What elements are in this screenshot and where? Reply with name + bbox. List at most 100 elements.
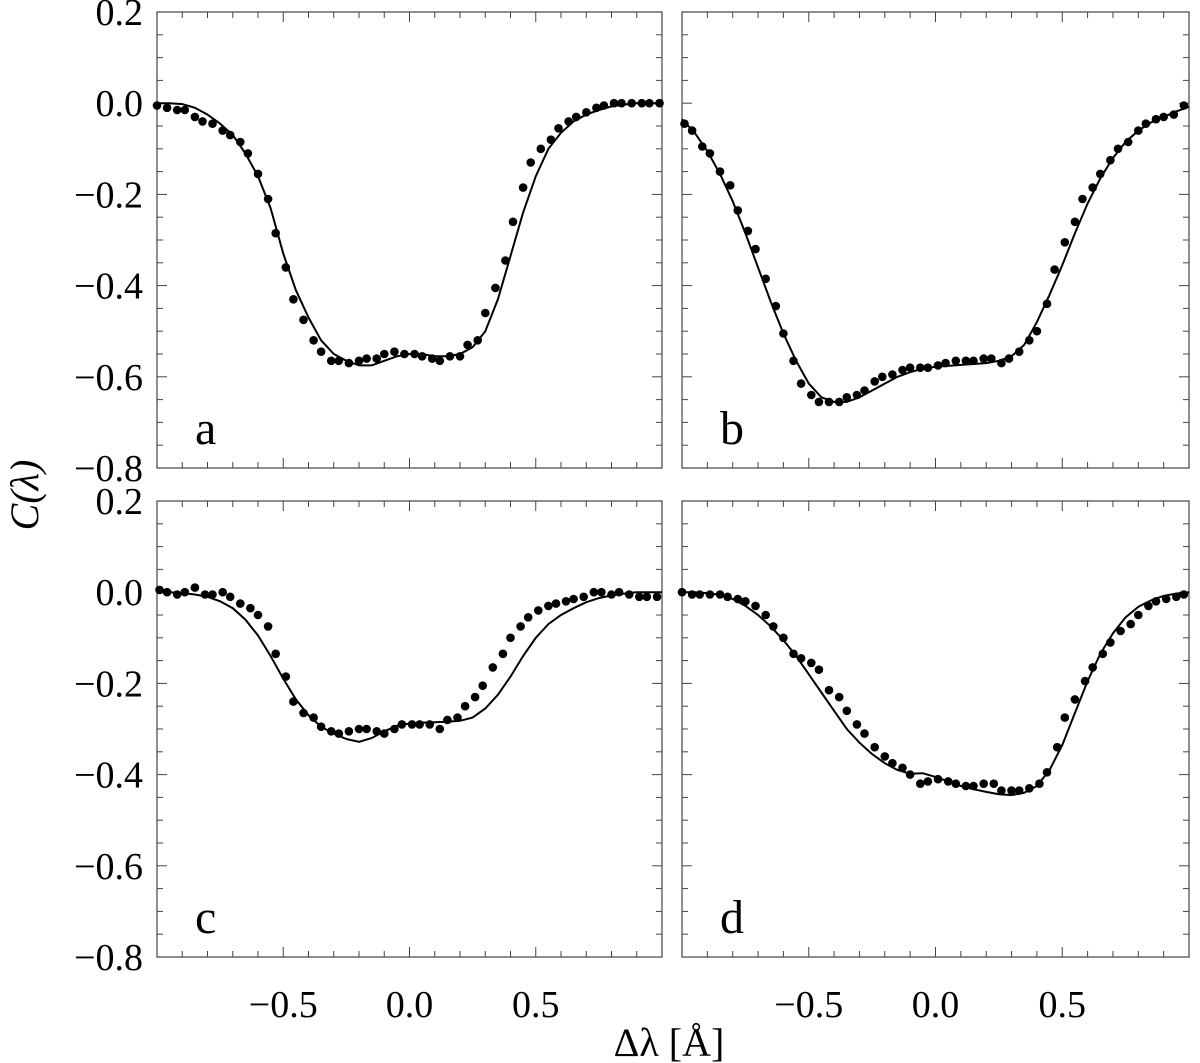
data-point bbox=[518, 183, 528, 192]
data-point bbox=[390, 347, 399, 357]
data-point bbox=[225, 130, 235, 140]
data-point bbox=[761, 610, 770, 620]
data-point bbox=[569, 594, 578, 604]
y-tick-label: −0.6 bbox=[74, 357, 143, 399]
data-point bbox=[807, 658, 816, 668]
y-tick-label: −0.4 bbox=[74, 266, 143, 308]
data-point bbox=[1106, 155, 1115, 165]
data-point bbox=[1078, 194, 1087, 204]
data-point bbox=[698, 142, 707, 151]
data-point bbox=[523, 613, 533, 622]
panel-label: a bbox=[195, 402, 216, 455]
data-point bbox=[579, 592, 588, 602]
data-point bbox=[180, 587, 190, 597]
data-point bbox=[571, 112, 581, 122]
data-point bbox=[1123, 137, 1133, 147]
x-tick-label: 0.0 bbox=[386, 984, 434, 1026]
data-point bbox=[208, 590, 217, 599]
data-point bbox=[415, 720, 424, 729]
data-point bbox=[592, 103, 601, 113]
data-point bbox=[372, 727, 382, 736]
data-point bbox=[253, 169, 263, 179]
panel-frame bbox=[681, 500, 1190, 958]
panel-frame bbox=[156, 11, 663, 469]
data-point bbox=[705, 149, 715, 158]
data-point bbox=[309, 336, 318, 345]
x-tick-label: 0.0 bbox=[912, 984, 960, 1026]
data-point bbox=[190, 112, 200, 122]
data-point bbox=[741, 597, 750, 606]
data-point bbox=[987, 354, 996, 363]
data-point bbox=[544, 601, 553, 611]
data-point bbox=[299, 315, 308, 325]
data-point bbox=[969, 781, 978, 791]
data-point bbox=[842, 393, 852, 402]
data-point bbox=[498, 649, 508, 659]
data-point bbox=[969, 356, 978, 366]
data-point bbox=[941, 358, 950, 368]
panel-frame bbox=[156, 500, 663, 958]
data-point bbox=[624, 590, 634, 599]
data-point bbox=[582, 108, 591, 117]
data-point bbox=[642, 592, 652, 602]
data-point bbox=[814, 665, 824, 674]
data-point bbox=[723, 592, 732, 602]
data-point bbox=[427, 354, 437, 363]
panel-label: b bbox=[720, 402, 744, 455]
data-point bbox=[271, 649, 281, 659]
data-point bbox=[326, 727, 336, 736]
data-point bbox=[470, 692, 480, 702]
data-point bbox=[551, 599, 561, 608]
panel-b: b bbox=[680, 11, 1190, 469]
data-point bbox=[1134, 126, 1143, 135]
data-point bbox=[961, 781, 971, 791]
y-tick-label: −0.8 bbox=[74, 448, 143, 490]
data-point bbox=[218, 587, 227, 597]
data-point bbox=[516, 622, 525, 631]
data-point bbox=[880, 752, 890, 761]
data-point bbox=[1025, 336, 1034, 345]
data-point bbox=[417, 352, 427, 361]
data-point bbox=[796, 379, 806, 388]
data-point bbox=[1179, 590, 1189, 599]
data-point bbox=[1060, 238, 1070, 247]
data-point bbox=[443, 715, 452, 725]
data-point bbox=[1106, 638, 1115, 647]
data-point bbox=[597, 587, 606, 597]
data-point bbox=[789, 356, 798, 366]
data-point bbox=[263, 622, 273, 631]
data-point bbox=[253, 610, 263, 620]
data-point bbox=[190, 583, 200, 592]
data-point bbox=[824, 397, 834, 407]
data-point bbox=[400, 349, 409, 359]
data-point bbox=[1050, 265, 1059, 274]
data-point bbox=[852, 720, 862, 729]
data-point bbox=[334, 729, 344, 738]
data-point bbox=[1134, 610, 1143, 620]
data-point bbox=[299, 708, 308, 718]
data-point bbox=[860, 386, 869, 395]
data-point bbox=[554, 124, 563, 133]
data-point bbox=[1088, 183, 1097, 192]
data-point bbox=[923, 777, 933, 786]
data-point bbox=[236, 599, 245, 608]
data-point bbox=[715, 167, 725, 176]
data-point bbox=[372, 354, 382, 363]
data-point bbox=[390, 724, 399, 734]
panel-label: d bbox=[720, 891, 744, 944]
data-point bbox=[289, 295, 298, 304]
data-point bbox=[200, 590, 210, 599]
data-point bbox=[923, 363, 933, 373]
data-point bbox=[445, 352, 455, 361]
data-point bbox=[1159, 112, 1168, 122]
data-point bbox=[208, 119, 217, 128]
data-point bbox=[1151, 597, 1161, 606]
data-point bbox=[1141, 119, 1151, 128]
panel-d: −0.5 0.0 0.5 d bbox=[677, 500, 1190, 1026]
data-point bbox=[281, 672, 291, 681]
data-point bbox=[1042, 768, 1052, 777]
data-point bbox=[1070, 695, 1080, 704]
data-point bbox=[951, 356, 961, 366]
data-point bbox=[933, 361, 943, 370]
data-point bbox=[460, 701, 470, 711]
